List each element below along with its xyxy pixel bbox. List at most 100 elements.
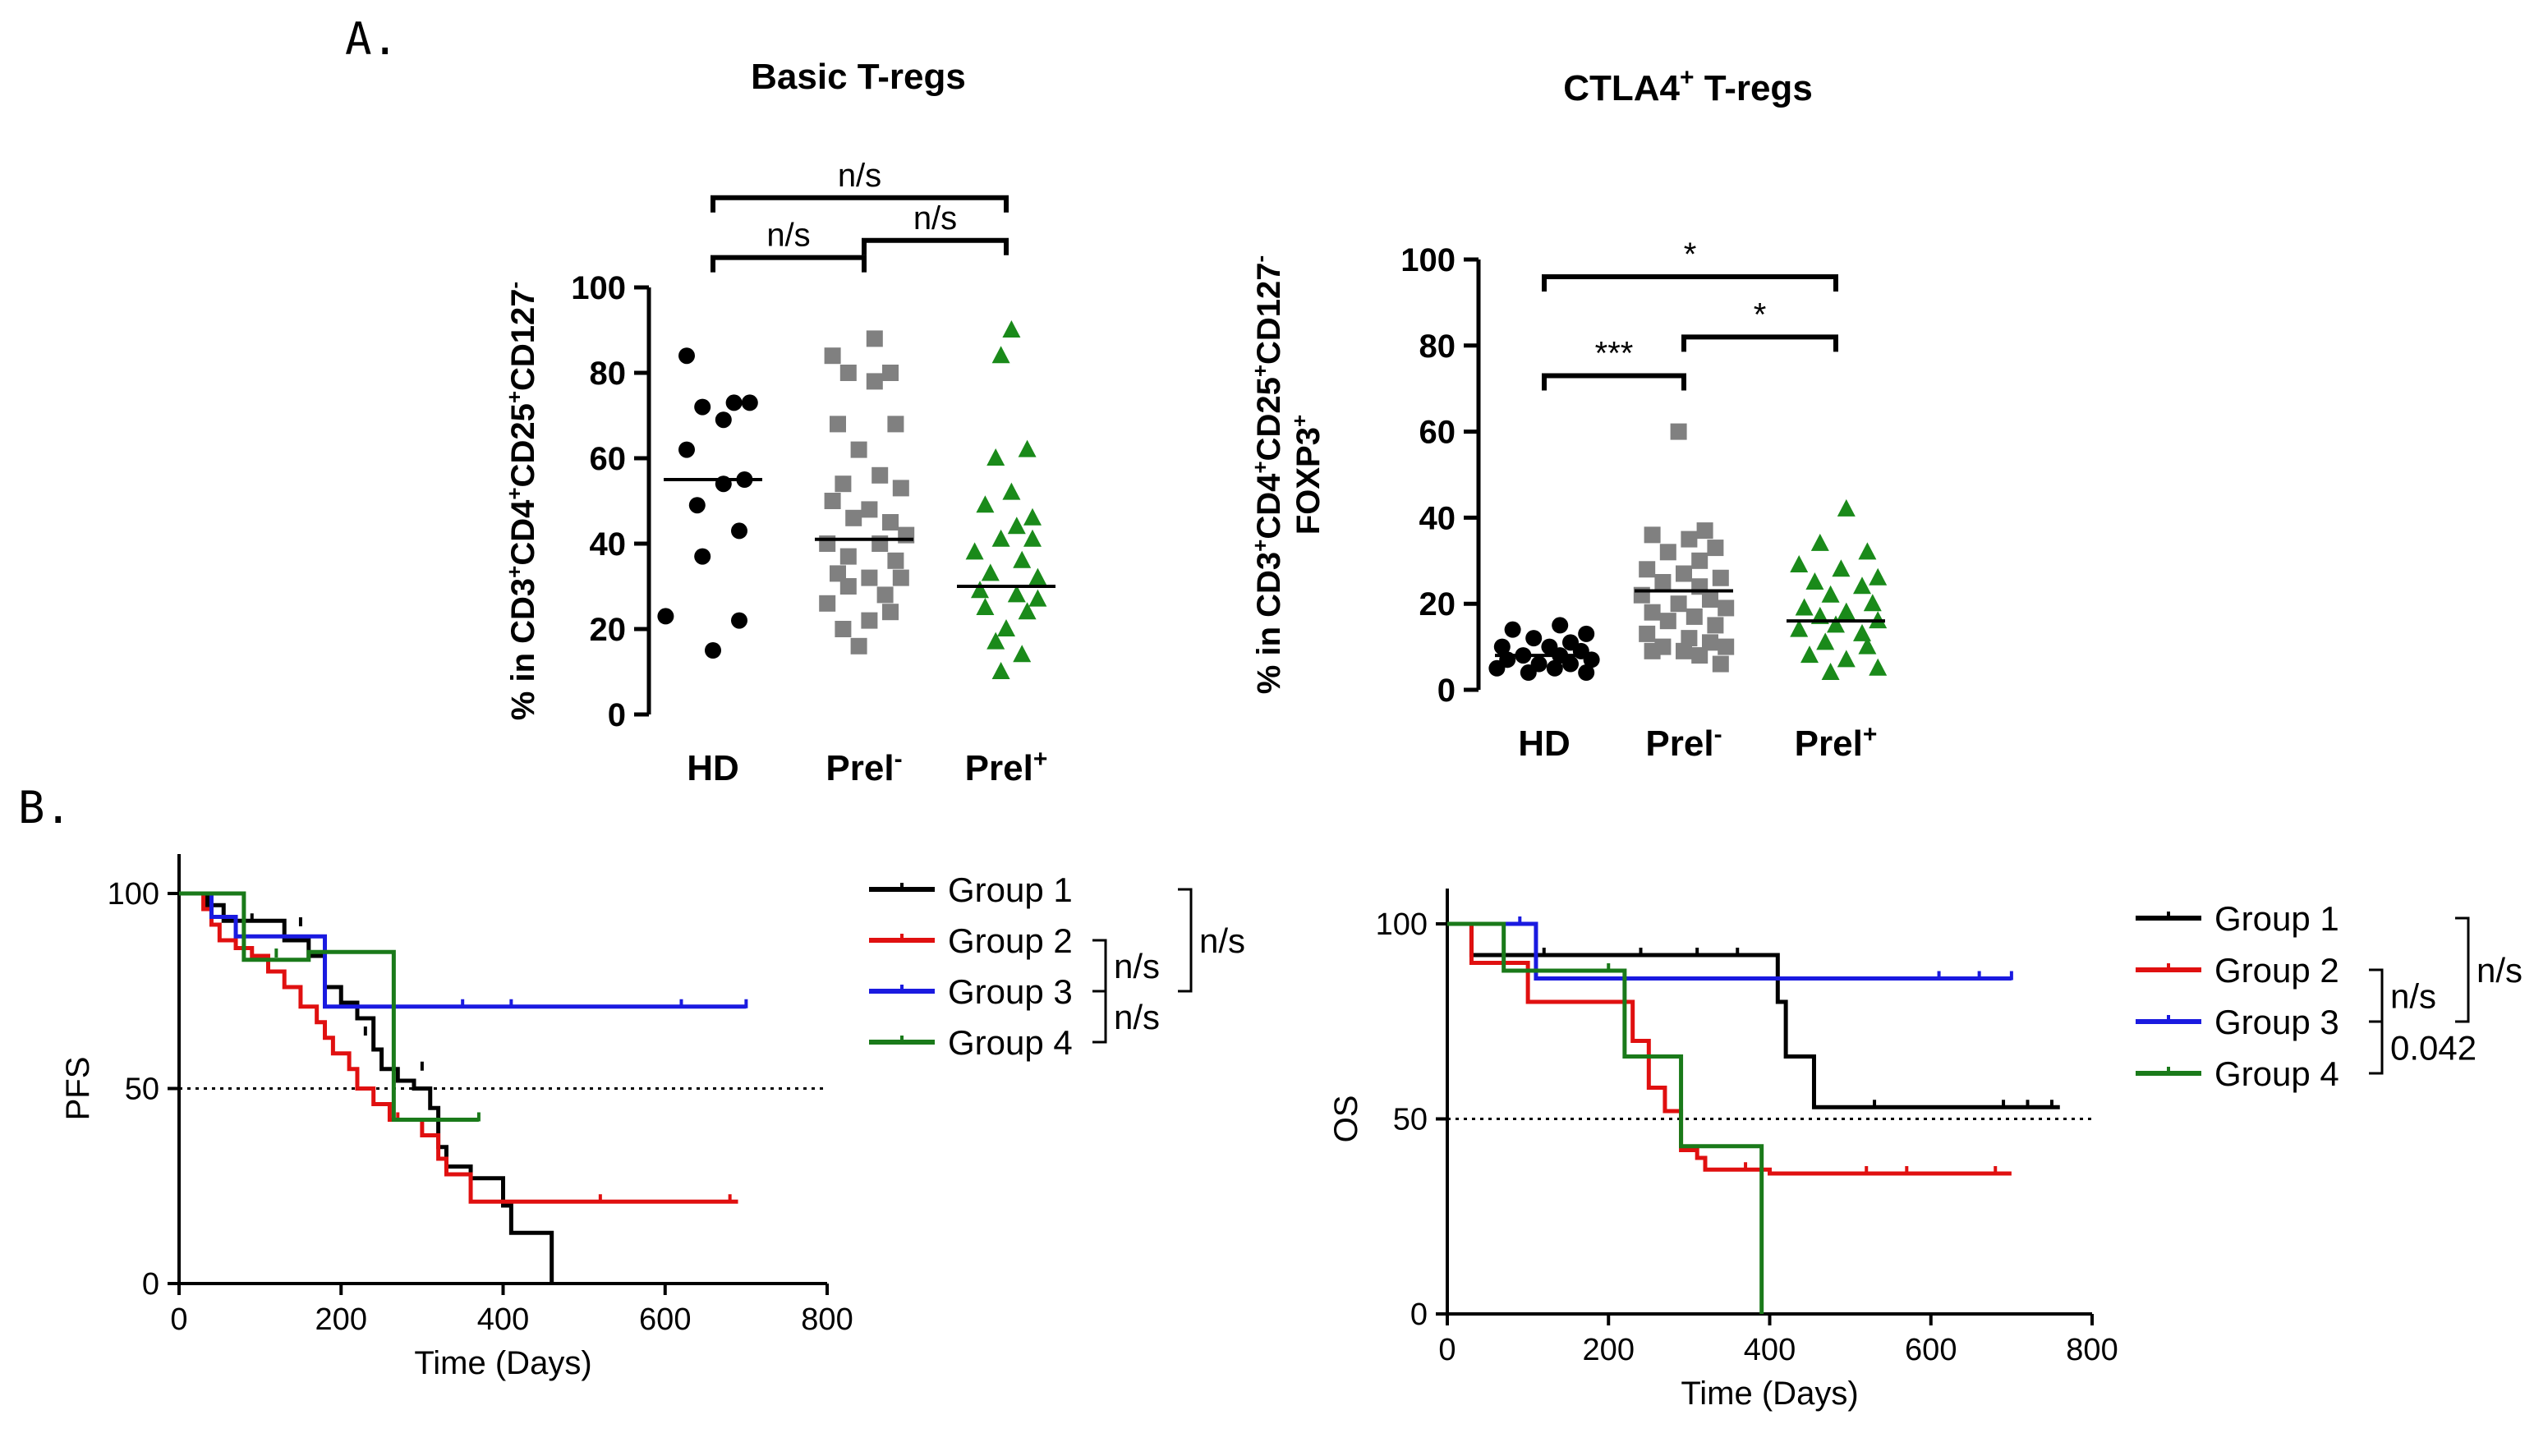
comparison-label: n/s: [2477, 951, 2523, 990]
panel-label-a: A.: [345, 13, 398, 65]
category-label-base: Prel: [1795, 723, 1863, 764]
y-axis-title-part: CD4: [505, 499, 541, 566]
data-point: [976, 495, 995, 513]
y-axis-title-part: -: [1248, 255, 1272, 263]
data-point: [1718, 638, 1735, 655]
data-point: [1869, 658, 1888, 676]
category-label-base: HD: [687, 748, 739, 788]
data-point: [725, 394, 743, 411]
data-point: [1493, 638, 1511, 655]
x-tick-label: 400: [1744, 1333, 1796, 1367]
x-tick-label: 200: [315, 1302, 367, 1337]
data-point: [1691, 647, 1708, 664]
y-tick-label: 80: [590, 356, 627, 392]
data-point: [1654, 574, 1672, 590]
data-point: [1821, 585, 1840, 603]
data-point: [861, 501, 878, 518]
data-point: [1810, 533, 1829, 551]
data-point: [1712, 655, 1729, 673]
data-point: [678, 347, 695, 365]
data-point: [1858, 542, 1877, 560]
y-axis-title: % in CD3+CD4+CD25+CD127-: [502, 282, 541, 720]
data-point: [845, 509, 862, 526]
data-point: [1837, 650, 1856, 668]
data-point: [839, 578, 857, 595]
data-point: [824, 493, 841, 509]
survival-curve: [179, 891, 747, 1009]
data-point: [1018, 439, 1037, 457]
legend-label: Group 3: [948, 972, 1073, 1011]
x-tick-label: 200: [1583, 1333, 1635, 1367]
survival-curve: [1447, 921, 2060, 1109]
data-point: [1707, 617, 1724, 634]
significance-label: ***: [1595, 335, 1634, 371]
ctla4-tregs-title: CTLA4+ T-regs: [1563, 64, 1813, 108]
data-point: [1488, 659, 1506, 677]
significance-bracket: [711, 255, 867, 273]
ctla4-title-sup: +: [1680, 64, 1695, 91]
significance-bracket: [711, 195, 1009, 213]
data-point: [876, 586, 894, 604]
y-axis-title-part: +: [502, 487, 527, 499]
comparison-bracket: [1092, 939, 1107, 993]
category-label-base: Prel: [965, 748, 1033, 788]
data-point: [1795, 598, 1814, 616]
data-point: [1639, 561, 1656, 578]
legend-label: Group 3: [2214, 1003, 2339, 1041]
data-point: [715, 411, 732, 429]
y-tick-label: 100: [571, 270, 626, 306]
data-point: [882, 365, 899, 381]
data-point: [991, 346, 1010, 364]
x-tick-label: 0: [170, 1302, 187, 1337]
data-point: [1832, 559, 1851, 577]
y-tick-label: 60: [1419, 415, 1456, 451]
y-axis-title: OS: [1328, 1095, 1364, 1143]
data-point: [1028, 589, 1047, 607]
data-point: [1858, 636, 1877, 655]
y-axis-title-line2: FOXP3+: [1287, 415, 1327, 535]
data-point: [824, 347, 841, 365]
significance-label: n/s: [913, 200, 957, 237]
comparison-bracket: [1178, 888, 1193, 993]
data-point: [1028, 567, 1047, 586]
data-point: [1639, 625, 1656, 642]
legend-label: Group 2: [2214, 951, 2339, 990]
category-label-sup: +: [1033, 746, 1048, 773]
pfs-survival-plot: 0 50 100 0 200 400 600 800 Time (Days) PFS Group 1…: [60, 854, 1245, 1381]
data-point: [694, 548, 711, 565]
x-tick-label: 600: [1905, 1333, 1957, 1367]
data-point: [1676, 565, 1692, 582]
data-point: [1712, 569, 1729, 586]
data-point: [1670, 423, 1687, 440]
survival-curve: [1447, 921, 1764, 1314]
data-point: [678, 441, 695, 458]
data-point: [1853, 576, 1871, 595]
x-tick-label: 600: [639, 1302, 691, 1337]
data-point: [1578, 664, 1595, 682]
legend-label: Group 2: [948, 921, 1073, 960]
x-axis-title: Time (Days): [414, 1345, 591, 1381]
y-axis-title: PFS: [60, 1057, 96, 1121]
survival-curve: [179, 891, 479, 1122]
y-axis-title-part: +: [1248, 365, 1272, 377]
data-point: [1837, 602, 1856, 620]
y-tick-label: 100: [1400, 242, 1456, 278]
data-point: [1827, 615, 1845, 633]
y-tick-label: 0: [142, 1267, 159, 1302]
legend-label: Group 1: [2214, 899, 2339, 938]
data-point: [1013, 645, 1032, 663]
data-point: [882, 604, 899, 621]
significance-bracket: [1542, 273, 1838, 292]
y-tick-label: 50: [1393, 1103, 1428, 1137]
comparison-label: n/s: [2390, 977, 2436, 1016]
data-point: [866, 373, 883, 390]
category-label-base: Prel: [1645, 723, 1713, 764]
y-axis-title-part: % in CD3: [505, 578, 541, 720]
data-point: [1007, 517, 1026, 535]
significance-bracket: [1542, 373, 1686, 391]
data-point: [1002, 320, 1021, 338]
y-tick-label: 20: [590, 612, 627, 648]
data-point: [1520, 664, 1537, 682]
y-tick-label: 60: [590, 441, 627, 477]
